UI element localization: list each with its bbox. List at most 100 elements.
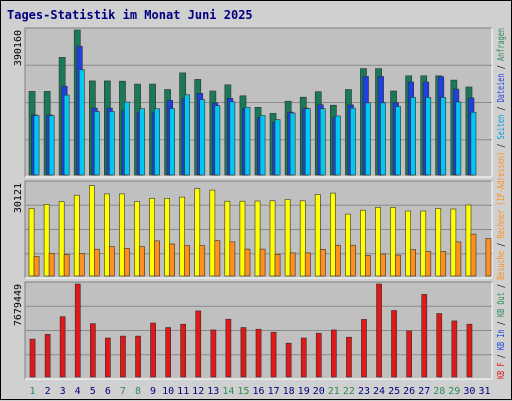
bar-besuche-day-26 [410,249,417,277]
bar-seiten-day-30 [470,111,477,176]
x-tick-day-17: 17 [268,386,280,397]
bar-kb-f-day-8 [135,335,141,378]
bar-rechner-ip-adressen--day-15 [239,200,246,277]
legend-entry-kb-f: KB F [496,362,507,379]
x-tick-day-12: 12 [192,386,204,397]
bar-besuche-day-7 [124,248,130,277]
x-tick-day-19: 19 [298,386,310,397]
legend: KB F / KB In / KB Out / Besuche / Rechne… [496,28,507,379]
bar-rechner-ip-adressen--day-18 [284,199,291,277]
bar-rechner-ip-adressen--day-30 [465,204,472,277]
legend-separator: / [496,102,507,114]
x-tick-day-21: 21 [328,386,340,397]
bar-rechner-ip-adressen--day-13 [209,189,216,277]
bar-seiten-day-8 [139,108,145,176]
bar-kb-f-day-23 [361,319,367,378]
legend-entry-kb-out: KB Out [496,292,507,317]
x-tick-day-6: 6 [105,386,111,397]
bar-rechner-ip-adressen--day-14 [224,200,231,277]
bar-besuche-day-11 [184,245,191,277]
bar-besuche-day-24 [380,253,386,277]
bar-besuche-day-1 [33,256,40,277]
bar-besuche-day-4 [78,253,85,277]
bar-rechner-ip-adressen--day-22 [345,213,351,277]
bar-besuche-day-18 [289,252,296,277]
bar-besuche-day-23 [365,255,371,277]
x-tick-day-13: 13 [207,386,219,397]
x-tick-day-9: 9 [150,386,156,397]
bar-rechner-ip-adressen--day-5 [89,185,95,277]
bar-rechner-ip-adressen--day-1 [28,208,35,277]
bar-rechner-ip-adressen--day-20 [314,194,321,277]
bar-seiten-day-27 [425,97,432,176]
bar-seiten-day-2 [48,115,55,176]
bar-kb-f-day-10 [165,327,172,378]
x-tick-day-7: 7 [120,386,126,397]
bar-kb-f-day-30 [466,323,473,378]
x-tick-day-4: 4 [75,386,81,397]
bar-besuche-day-30 [470,233,477,277]
bar-kb-f-day-18 [285,342,292,378]
bar-kb-f-day-5 [90,323,96,378]
bar-kb-f-day-29 [451,320,458,378]
legend-separator: / [496,239,507,251]
bar-kb-f-day-12 [195,310,202,378]
legend-entry-seiten: Seiten [496,115,507,140]
bar-seiten-day-18 [289,112,296,176]
panel-3-y-max-label: 7679449 [13,284,24,326]
bar-kb-f-day-15 [240,327,247,378]
bar-seiten-day-7 [124,101,130,176]
bar-besuche-day-17 [274,254,281,277]
x-tick-day-18: 18 [283,386,295,397]
legend-entry-anfragen: Anfragen [496,28,507,61]
bar-rechner-ip-adressen--day-4 [73,194,80,277]
x-tick-day-8: 8 [135,386,141,397]
bar-seiten-day-28 [440,97,447,176]
bar-kb-f-day-4 [74,283,81,378]
panel-1-y-max-label: 390160 [13,30,24,66]
bar-besuche-day-25 [395,254,401,277]
bar-besuche-day-14 [229,241,236,277]
x-tick-day-23: 23 [358,386,370,397]
bar-kb-f-day-24 [376,283,382,378]
bar-besuche-day-5 [94,248,100,277]
bar-besuche-day-8 [139,246,145,277]
bar-seiten-day-6 [109,111,115,176]
bar-seiten-day-13 [214,105,221,176]
bar-kb-f-day-6 [105,337,111,378]
bar-seiten-day-24 [380,102,386,176]
legend-separator: / [496,350,507,362]
bar-besuche-day-2 [48,253,55,277]
chart-title: Tages-Statistik im Monat Juni 2025 [7,8,253,22]
bar-kb-f-day-9 [150,322,156,378]
x-tick-day-28: 28 [433,386,445,397]
x-tick-day-25: 25 [388,386,400,397]
bar-kb-f-day-22 [346,336,352,378]
x-tick-day-31: 31 [478,386,490,397]
bar-rechner-ip-adressen--day-8 [134,201,140,277]
bar-kb-f-day-26 [406,330,413,378]
bar-besuche-day-15 [244,248,251,277]
x-tick-day-3: 3 [60,386,66,397]
bar-rechner-ip-adressen--day-9 [149,198,155,277]
bar-kb-f-day-21 [330,329,337,378]
x-tick-day-11: 11 [177,386,189,397]
bar-besuche-day-21 [334,244,341,277]
x-tick-day-14: 14 [222,386,234,397]
bar-kb-f-day-25 [391,310,397,378]
x-tick-day-30: 30 [463,386,475,397]
bar-seiten-day-10 [169,108,176,176]
bar-rechner-ip-adressen--day-25 [390,207,396,277]
bar-seiten-day-1 [33,115,40,176]
bar-rechner-ip-adressen--day-2 [43,204,50,277]
legend-entry-rechner-ip-adressen-: Rechner (IP-Adressen) [496,152,507,239]
bar-besuche-day-20 [319,249,326,277]
bar-seiten-day-23 [365,102,371,176]
bar-rechner-ip-adressen--day-29 [450,208,457,277]
bar-seiten-day-26 [410,97,417,176]
bar-seiten-day-29 [455,101,462,176]
bar-rechner-ip-adressen--day-16 [254,200,261,277]
bar-besuche-day-12 [199,245,206,277]
